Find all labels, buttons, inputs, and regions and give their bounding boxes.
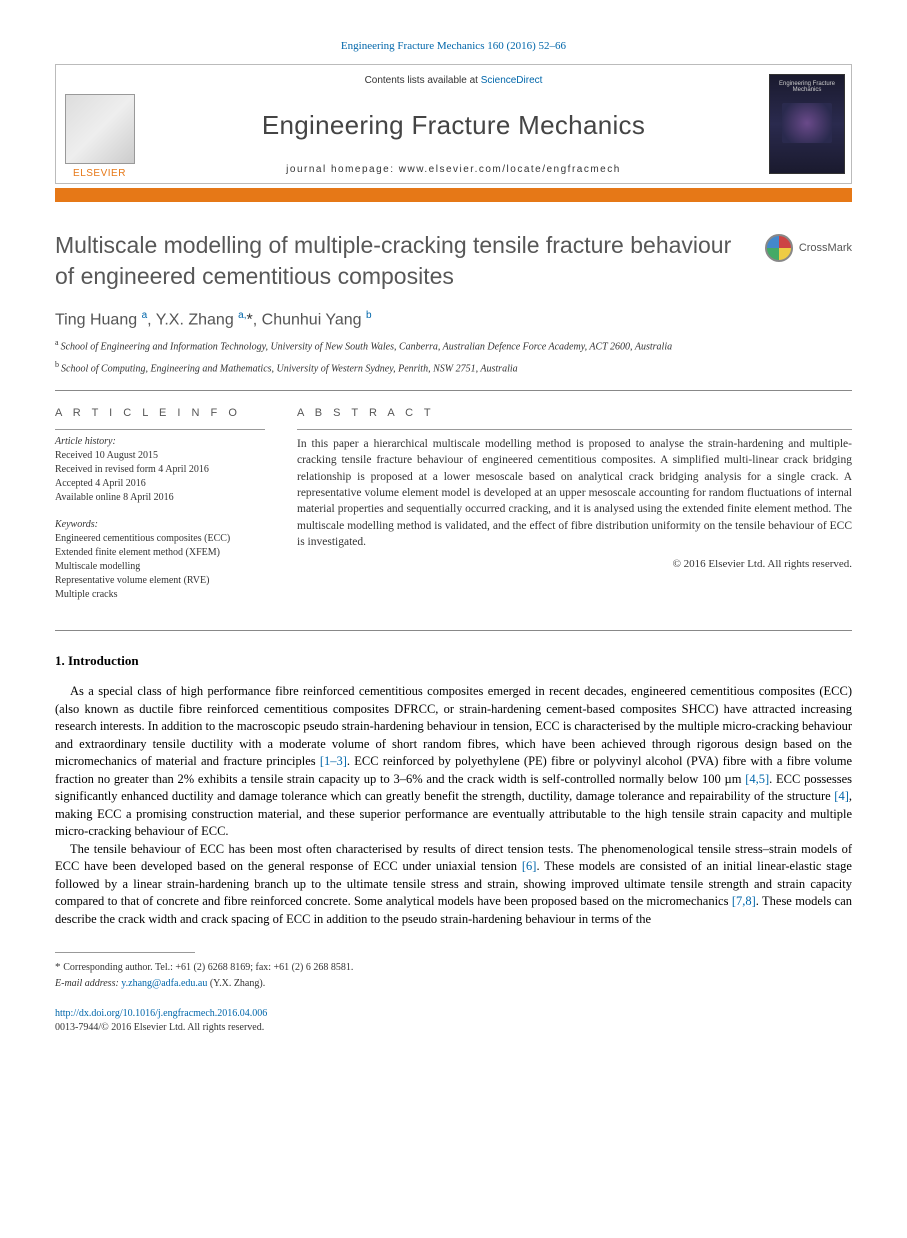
journal-cover-title: Engineering Fracture Mechanics: [770, 75, 844, 99]
divider: [55, 630, 852, 631]
intro-para-1: As a special class of high performance f…: [55, 683, 852, 841]
doi-link[interactable]: http://dx.doi.org/10.1016/j.engfracmech.…: [55, 1008, 267, 1019]
ref-link[interactable]: [4,5]: [745, 772, 769, 786]
journal-cover-image: [782, 103, 832, 143]
ref-link[interactable]: [6]: [522, 859, 537, 873]
journal-cover: Engineering Fracture Mechanics: [769, 74, 845, 174]
contents-prefix: Contents lists available at: [365, 75, 481, 86]
affiliation-a: aSchool of Engineering and Information T…: [55, 337, 852, 354]
history-head: Article history:: [55, 436, 265, 447]
section-heading-intro: 1. Introduction: [55, 653, 852, 669]
journal-homepage: journal homepage: www.elsevier.com/locat…: [286, 164, 621, 175]
header-citation: Engineering Fracture Mechanics 160 (2016…: [55, 40, 852, 52]
ref-link[interactable]: [7,8]: [732, 894, 756, 908]
keywords-head: Keywords:: [55, 519, 265, 530]
email-link[interactable]: y.zhang@adfa.edu.au: [121, 978, 207, 989]
article-info-label: A R T I C L E I N F O: [55, 407, 265, 419]
publisher-block: ELSEVIER: [56, 65, 144, 183]
sciencedirect-link[interactable]: ScienceDirect: [481, 75, 543, 86]
keywords-list: Engineered cementitious composites (ECC)…: [55, 532, 265, 602]
masthead: ELSEVIER Contents lists available at Sci…: [55, 64, 852, 184]
journal-name: Engineering Fracture Mechanics: [262, 110, 645, 141]
issn-line: 0013-7944/© 2016 Elsevier Ltd. All right…: [55, 1022, 264, 1033]
abstract-label: A B S T R A C T: [297, 407, 852, 419]
abstract-column: A B S T R A C T In this paper a hierarch…: [297, 407, 852, 616]
ref-link[interactable]: [1–3]: [320, 754, 347, 768]
abstract-text: In this paper a hierarchical multiscale …: [297, 436, 852, 550]
crossmark-badge[interactable]: CrossMark: [765, 234, 852, 262]
authors-line: Ting Huang a, Y.X. Zhang a,*, Chunhui Ya…: [55, 310, 852, 329]
masthead-center: Contents lists available at ScienceDirec…: [144, 65, 763, 183]
crossmark-icon: [765, 234, 793, 262]
footnote-divider: [55, 952, 195, 953]
divider: [55, 390, 852, 391]
footer-block: http://dx.doi.org/10.1016/j.engfracmech.…: [55, 1007, 852, 1035]
crossmark-label: CrossMark: [799, 242, 852, 254]
article-title: Multiscale modelling of multiple-crackin…: [55, 230, 745, 292]
elsevier-tree-icon: [65, 94, 135, 164]
journal-cover-block: Engineering Fracture Mechanics: [763, 65, 851, 183]
intro-para-2: The tensile behaviour of ECC has been mo…: [55, 841, 852, 929]
ref-link[interactable]: [4]: [834, 789, 849, 803]
publisher-name: ELSEVIER: [73, 168, 126, 179]
abstract-copyright: © 2016 Elsevier Ltd. All rights reserved…: [297, 558, 852, 570]
corresponding-author-footnote: * Corresponding author. Tel.: +61 (2) 62…: [55, 959, 852, 991]
contents-available: Contents lists available at ScienceDirec…: [365, 75, 543, 86]
orange-divider-bar: [55, 188, 852, 202]
article-info-column: A R T I C L E I N F O Article history: R…: [55, 407, 265, 616]
affiliation-b: bSchool of Computing, Engineering and Ma…: [55, 359, 852, 376]
history-list: Received 10 August 2015Received in revis…: [55, 449, 265, 505]
